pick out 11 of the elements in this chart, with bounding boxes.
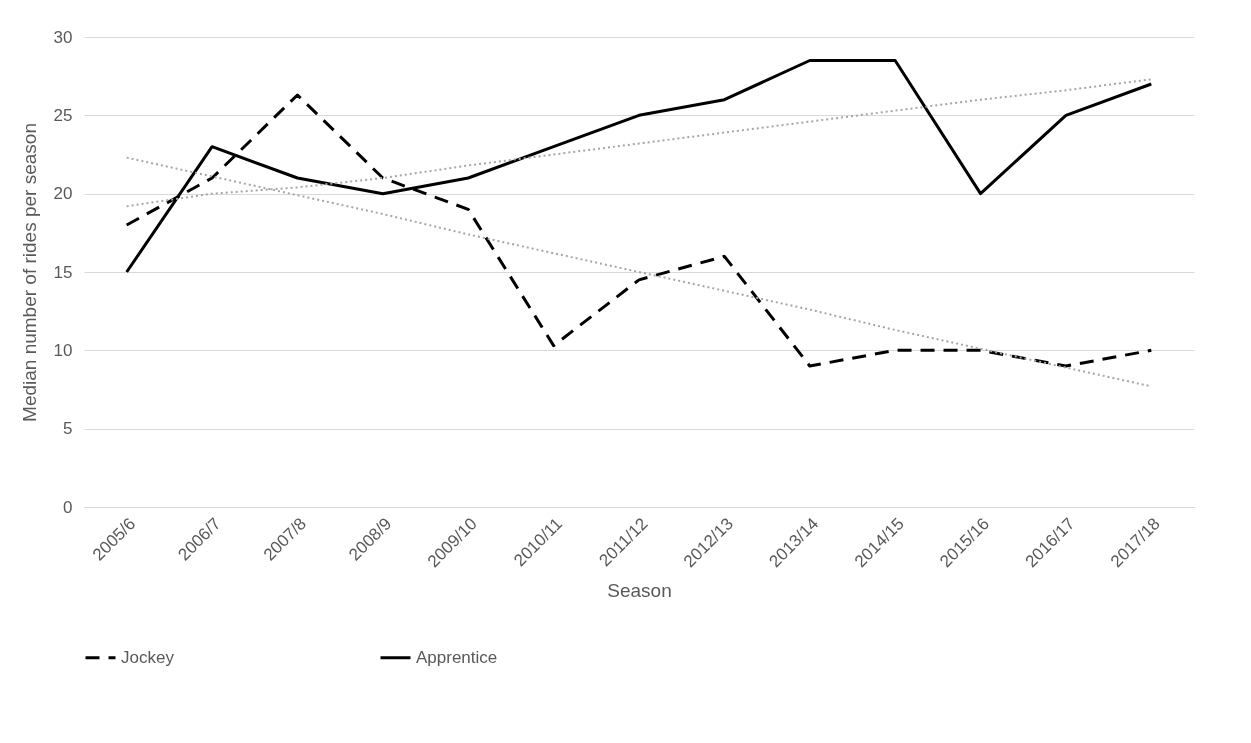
- legend-label: Apprentice: [416, 647, 498, 667]
- y-tick-label: 5: [63, 419, 73, 439]
- x-axis-title: Season: [607, 580, 672, 602]
- y-tick-label: 30: [53, 27, 73, 47]
- y-tick-label: 20: [53, 184, 73, 204]
- y-tick-label: 15: [53, 262, 73, 282]
- y-axis-title: Median number of rides per season: [18, 123, 40, 422]
- y-tick-label: 25: [53, 105, 73, 125]
- y-tick-label: 0: [63, 497, 73, 517]
- legend-label: Jockey: [121, 647, 175, 667]
- y-tick-label: 10: [53, 340, 73, 360]
